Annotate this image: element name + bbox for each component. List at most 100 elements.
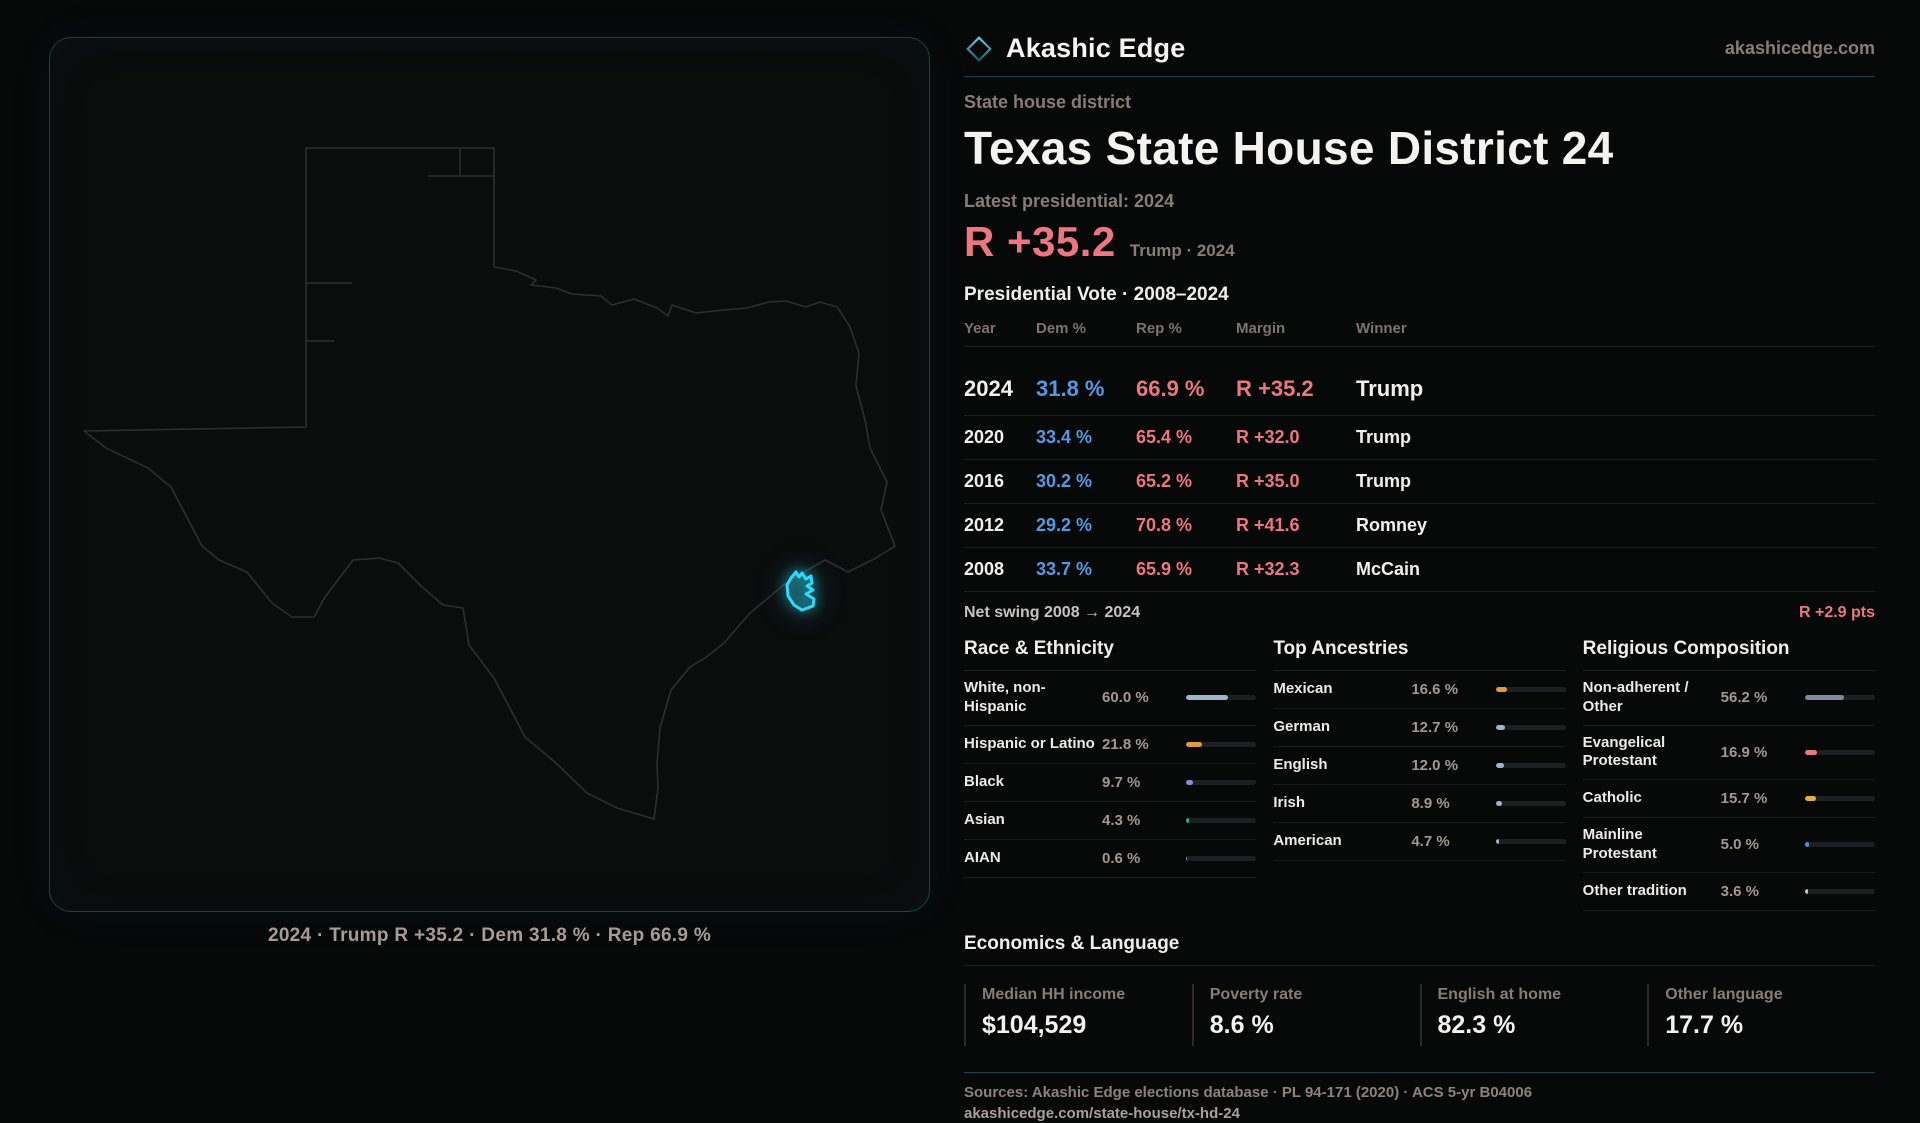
header-bar: Akashic Edge akashicedge.com (964, 33, 1875, 64)
website-link[interactable]: akashicedge.com (1724, 38, 1875, 58)
demographic-bar-track (1495, 839, 1566, 844)
cell-rep-pct: 65.9 % (1136, 559, 1193, 579)
demographic-group: Race & Ethnicity White, non-Hispanic 60.0 … (964, 638, 1257, 911)
demographic-bar-fill (1495, 763, 1505, 768)
demographic-value: 4.3 % (1102, 811, 1141, 829)
demographic-bar-fill (1805, 749, 1817, 755)
demographic-value: 21.8 % (1102, 735, 1149, 753)
cell-rep-pct: 66.9 % (1136, 376, 1205, 401)
demographic-bar-track (1186, 817, 1257, 823)
cell-year: 2012 (964, 515, 1005, 535)
cell-margin: R +32.3 (1236, 559, 1300, 579)
demographic-bar-fill (1805, 888, 1808, 894)
demographic-label: German (1273, 718, 1331, 736)
brand-name: Akashic Edge (1006, 33, 1186, 63)
demographic-label: AIAN (964, 848, 1001, 866)
demographic-bar-track (1186, 855, 1257, 861)
demographic-label: Mainline Protestant (1582, 826, 1657, 862)
col-dem: Dem % (1036, 320, 1087, 337)
page-title: Texas State House District 24 (964, 122, 1614, 174)
demographic-label: Hispanic or Latino (964, 734, 1095, 752)
vote-table-row: 2012 29.2 % 70.8 % R +41.6 Romney (964, 504, 1875, 548)
header-divider (964, 76, 1875, 77)
vote-table-row: 2024 31.8 % 66.9 % R +35.2 Trump (964, 363, 1875, 416)
state-map-panel (49, 37, 930, 912)
col-margin: Margin (1236, 320, 1286, 337)
cell-dem-pct: 29.2 % (1036, 515, 1093, 535)
cell-margin: R +35.0 (1236, 471, 1300, 491)
demographic-group: Top Ancestries Mexican 16.6 % German 12.7 % E… (1273, 638, 1566, 911)
demographic-value: 4.7 % (1411, 833, 1450, 850)
demographic-row: German 12.7 % (1273, 709, 1566, 747)
demographic-group-title: Race & Ethnicity (964, 638, 1257, 671)
demographic-row: Other tradition 3.6 % (1582, 873, 1875, 911)
demographic-label: English (1273, 756, 1328, 774)
demographic-value: 3.6 % (1720, 882, 1760, 900)
demographic-value: 60.0 % (1102, 689, 1149, 707)
brand: Akashic Edge (964, 33, 1185, 64)
demographic-row: American 4.7 % (1273, 823, 1566, 861)
cell-dem-pct: 33.4 % (1036, 427, 1093, 447)
economic-stat-label: Other language (1665, 985, 1783, 1003)
vote-table-header: Year Dem % Rep % Margin Winner (964, 320, 1875, 347)
economic-stat: Median HH income $104,529 (964, 983, 1192, 1046)
demographic-value: 0.6 % (1102, 849, 1141, 867)
economic-stat-value: 17.7 % (1665, 1010, 1744, 1039)
col-winner: Winner (1356, 320, 1407, 337)
demographic-label: Other tradition (1582, 881, 1687, 899)
demographic-bar-fill (1495, 725, 1505, 730)
demographic-label: Asian (964, 810, 1005, 828)
demographic-bar-fill (1186, 695, 1229, 701)
cell-winner: Trump (1356, 376, 1424, 401)
economics-title: Economics & Language (964, 933, 1875, 966)
demographic-bar-fill (1186, 741, 1202, 747)
district-detail-panel: Akashic Edge akashicedge.com State house… (964, 33, 1875, 1123)
col-rep: Rep % (1136, 320, 1182, 337)
demographic-bar-track (1805, 695, 1875, 701)
economic-stat-value: $104,529 (982, 1010, 1087, 1039)
demographic-row: Asian 4.3 % (964, 802, 1257, 840)
demographic-row: Evangelical Protestant 16.9 % (1582, 726, 1875, 780)
demographics-section: Race & Ethnicity White, non-Hispanic 60.0 … (964, 638, 1875, 911)
demographic-bar-track (1186, 741, 1257, 747)
district-24-shape[interactable] (785, 570, 816, 612)
cell-year: 2020 (964, 427, 1005, 447)
demographic-bar-track (1186, 695, 1257, 701)
net-swing-label: Net swing 2008 → 2024 (964, 604, 1141, 621)
cell-rep-pct: 65.4 % (1136, 427, 1193, 447)
demographic-row: AIAN 0.6 % (964, 840, 1257, 878)
demographic-bar-track (1186, 779, 1257, 785)
headline-margin-row: R +35.2 Trump · 2024 (964, 218, 1875, 266)
demographic-label: American (1273, 832, 1342, 850)
demographic-bar-fill (1495, 839, 1499, 844)
map-caption: 2024 · Trump R +35.2 · Dem 31.8 % · Rep … (267, 925, 712, 946)
demographic-bar-track (1495, 763, 1566, 768)
map-boundary-lines (306, 148, 494, 342)
vote-table-title: Presidential Vote · 2008–2024 (964, 284, 1229, 305)
texas-outline (83, 147, 896, 820)
footer-divider (964, 1071, 1875, 1073)
col-year: Year (964, 320, 996, 337)
demographic-bar-track (1805, 749, 1875, 755)
net-swing-value: R +2.9 pts (1798, 604, 1875, 621)
demographic-bar-fill (1186, 855, 1188, 861)
vote-table-row: 2016 30.2 % 65.2 % R +35.0 Trump (964, 460, 1875, 504)
demographic-row: Catholic 15.7 % (1582, 780, 1875, 818)
permalink[interactable]: akashicedge.com/state-house/tx-hd-24 (964, 1104, 1240, 1122)
demographic-value: 9.7 % (1102, 773, 1141, 791)
demographic-group-title: Religious Composition (1582, 638, 1875, 671)
economic-stat-label: Median HH income (982, 985, 1126, 1003)
economic-stat: Other language 17.7 % (1647, 983, 1875, 1046)
sources-text: Sources: Akashic Edge elections database… (964, 1083, 1533, 1101)
economic-stat-label: Poverty rate (1209, 985, 1303, 1003)
cell-year: 2016 (964, 471, 1005, 491)
demographic-row: Irish 8.9 % (1273, 785, 1566, 823)
headline-context: Trump · 2024 (1129, 241, 1235, 260)
demographic-value: 12.7 % (1411, 719, 1459, 736)
economic-stat-label: English at home (1437, 985, 1562, 1003)
demographic-row: Black 9.7 % (964, 764, 1257, 802)
vote-table-row: 2020 33.4 % 65.4 % R +32.0 Trump (964, 416, 1875, 460)
economic-stat: English at home 82.3 % (1419, 983, 1648, 1046)
demographic-row: Mexican 16.6 % (1273, 671, 1566, 709)
demographic-bar-track (1805, 796, 1875, 801)
